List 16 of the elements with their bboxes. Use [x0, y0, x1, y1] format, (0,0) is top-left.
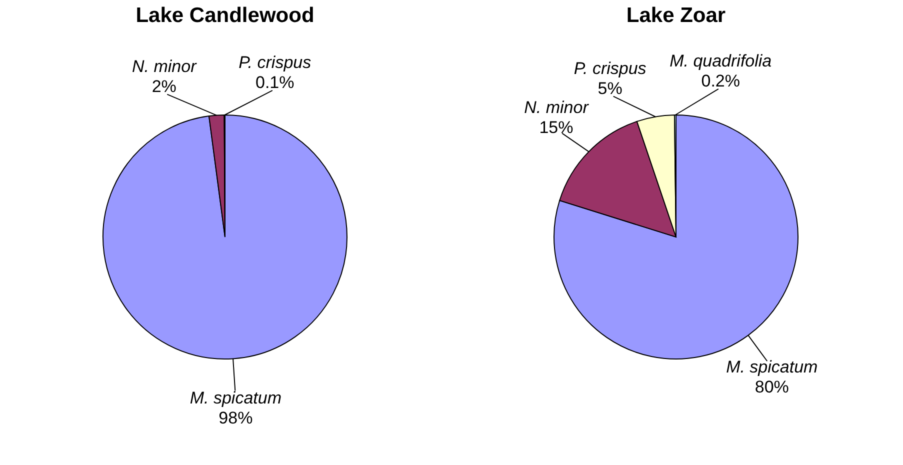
- data-label: 5%: [598, 79, 622, 98]
- slice-label: N. minor: [524, 98, 590, 117]
- data-label: 0.1%: [256, 72, 294, 92]
- chart-title: Lake Candlewood: [136, 4, 314, 27]
- data-label: 98%: [218, 408, 253, 428]
- chart-title: Lake Zoar: [626, 4, 726, 27]
- data-label: 80%: [754, 378, 789, 397]
- slice-label: M. spicatum: [726, 358, 818, 377]
- data-label: 0.2%: [701, 71, 740, 90]
- data-label: 2%: [152, 76, 176, 96]
- slice-label: N. minor: [132, 56, 198, 76]
- data-label: 15%: [539, 118, 574, 137]
- slice-label: P. crispus: [238, 52, 312, 72]
- slice-label: M. quadrifolia: [670, 51, 772, 70]
- slice-label: M. spicatum: [190, 388, 282, 408]
- slice-label: P. crispus: [574, 59, 647, 78]
